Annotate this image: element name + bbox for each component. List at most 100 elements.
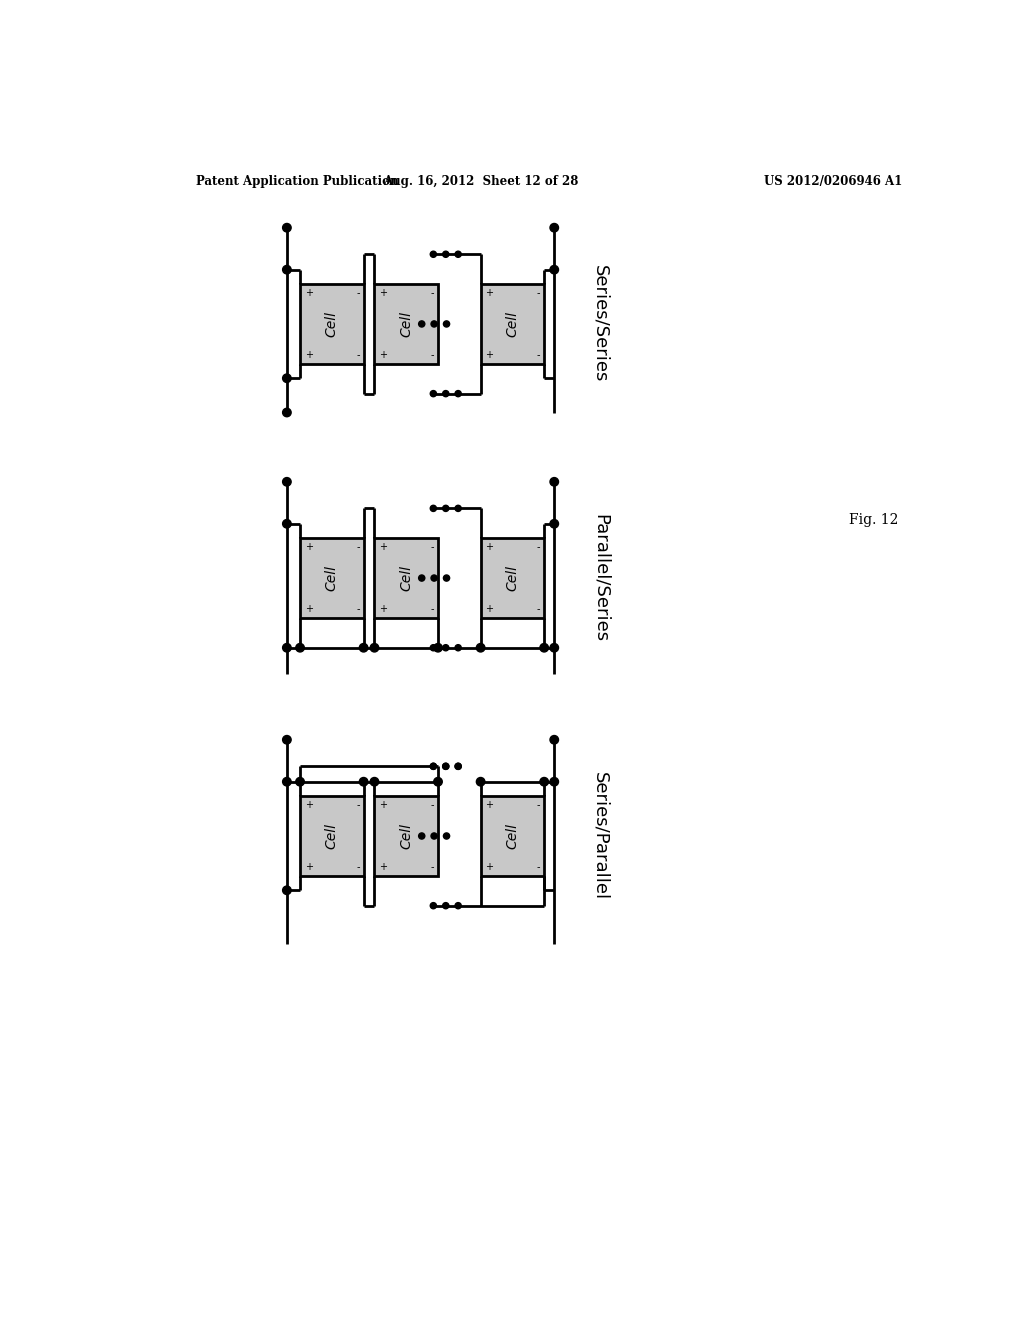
FancyBboxPatch shape [300,537,364,619]
Circle shape [550,644,558,652]
Text: +: + [485,288,494,298]
Circle shape [442,763,449,770]
Text: +: + [305,350,312,360]
Circle shape [431,321,437,327]
FancyBboxPatch shape [300,284,364,364]
Circle shape [455,763,461,770]
Circle shape [430,506,436,511]
Text: +: + [379,800,387,810]
Text: Fig. 12: Fig. 12 [849,513,898,527]
Text: Parallel/Series: Parallel/Series [592,513,609,642]
Text: -: - [537,800,541,810]
Text: -: - [356,603,359,614]
Text: +: + [379,350,387,360]
Circle shape [283,223,291,232]
Circle shape [430,763,436,770]
Text: -: - [431,862,434,871]
Text: -: - [537,350,541,360]
Text: +: + [485,543,494,552]
Circle shape [430,903,436,908]
Text: -: - [431,603,434,614]
Text: +: + [485,862,494,871]
Circle shape [283,735,291,744]
Text: -: - [431,543,434,552]
Text: -: - [356,862,359,871]
Circle shape [283,520,291,528]
Circle shape [550,478,558,486]
Circle shape [283,644,291,652]
Text: -: - [431,800,434,810]
Circle shape [283,886,291,895]
Circle shape [442,251,449,257]
Text: Cell: Cell [506,312,519,337]
Text: Cell: Cell [399,565,414,591]
Circle shape [476,777,485,785]
Circle shape [283,408,291,417]
Circle shape [431,833,437,840]
Circle shape [434,777,442,785]
Text: +: + [305,800,312,810]
Text: -: - [356,288,359,298]
Text: Series/Series: Series/Series [592,265,609,383]
Circle shape [455,763,461,770]
Circle shape [455,251,461,257]
Circle shape [455,506,461,511]
Text: Cell: Cell [399,822,414,849]
FancyBboxPatch shape [480,796,544,876]
Circle shape [442,391,449,397]
Text: Patent Application Publication: Patent Application Publication [197,176,398,189]
Circle shape [443,833,450,840]
Circle shape [359,644,368,652]
Circle shape [283,374,291,383]
Circle shape [550,223,558,232]
Circle shape [371,777,379,785]
Text: Series/Parallel: Series/Parallel [592,772,609,900]
FancyBboxPatch shape [375,284,438,364]
FancyBboxPatch shape [480,284,544,364]
Text: Cell: Cell [506,565,519,591]
Circle shape [550,520,558,528]
Text: +: + [485,350,494,360]
Circle shape [455,903,461,908]
Text: +: + [305,543,312,552]
Text: +: + [379,603,387,614]
Circle shape [430,644,436,651]
Circle shape [442,763,449,770]
Circle shape [434,644,442,652]
Text: Cell: Cell [325,822,339,849]
Circle shape [296,777,304,785]
Text: US 2012/0206946 A1: US 2012/0206946 A1 [764,176,902,189]
Text: +: + [485,800,494,810]
Text: +: + [379,862,387,871]
Text: Aug. 16, 2012  Sheet 12 of 28: Aug. 16, 2012 Sheet 12 of 28 [383,176,579,189]
Circle shape [550,777,558,785]
Circle shape [550,735,558,744]
Text: +: + [379,288,387,298]
Text: -: - [537,543,541,552]
Circle shape [371,644,379,652]
Circle shape [442,506,449,511]
Text: -: - [356,800,359,810]
Circle shape [419,321,425,327]
Text: +: + [379,543,387,552]
Circle shape [455,644,461,651]
Circle shape [283,265,291,275]
Circle shape [430,391,436,397]
Circle shape [442,903,449,908]
Text: +: + [305,862,312,871]
Text: Cell: Cell [325,565,339,591]
FancyBboxPatch shape [375,796,438,876]
Circle shape [430,763,436,770]
Text: -: - [431,350,434,360]
Circle shape [283,478,291,486]
Circle shape [540,644,549,652]
Circle shape [430,251,436,257]
Circle shape [442,644,449,651]
Text: +: + [305,603,312,614]
Circle shape [359,777,368,785]
FancyBboxPatch shape [375,537,438,619]
FancyBboxPatch shape [480,537,544,619]
Text: +: + [485,603,494,614]
Text: -: - [537,862,541,871]
Circle shape [419,833,425,840]
